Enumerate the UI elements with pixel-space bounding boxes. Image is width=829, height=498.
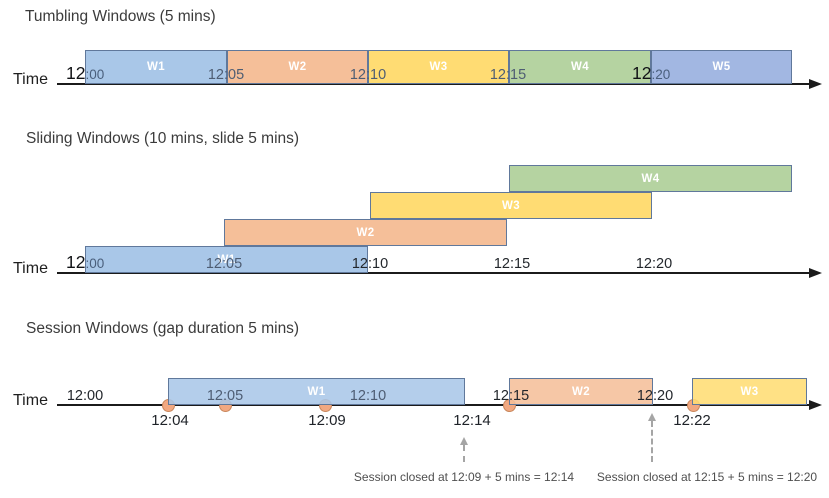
tumbling-time-axis — [57, 83, 810, 86]
session-axis-arrowhead-icon — [809, 399, 822, 410]
tumbling-window-bar-w3: W3 — [368, 50, 509, 84]
session-note-arrow-icon — [647, 413, 657, 462]
tumbling-window-label: W3 — [429, 61, 448, 73]
tick-minutes: :00 — [85, 255, 105, 271]
sliding-tick-label: 12:05 — [205, 255, 243, 272]
session-window-label: W1 — [307, 385, 326, 398]
session-time-axis — [57, 404, 810, 407]
session-event-time-label: 12:14 — [453, 412, 491, 429]
sliding-time-axis — [57, 272, 810, 275]
session-window-bar-w3: W3 — [692, 378, 807, 405]
session-window-bar-w2: W2 — [509, 378, 653, 405]
session-event-time-label: 12:04 — [151, 412, 189, 429]
tick-hour: 12 — [66, 62, 86, 83]
session-event-time-label: 12:22 — [673, 412, 711, 429]
session-window-bar-w1: W1 — [168, 378, 465, 405]
tumbling-tick-label: 12:00 — [66, 62, 105, 83]
tumbling-tick-label: 12:20 — [632, 62, 671, 83]
session-window-label: W2 — [571, 385, 591, 398]
tumbling-window-bar-w2: W2 — [227, 50, 368, 84]
session-tick-label: 12:05 — [206, 387, 244, 404]
tumbling-time-axis-label: Time — [13, 71, 48, 88]
tumbling-title: Tumbling Windows (5 mins) — [25, 8, 216, 25]
sliding-window-label: W2 — [356, 226, 375, 239]
tick-minutes: :00 — [85, 66, 105, 82]
tumbling-tick-label: 12:15 — [489, 66, 527, 83]
session-event-time-label: 12:09 — [308, 412, 346, 429]
dashed-arrowhead-icon — [459, 437, 468, 445]
tumbling-tick-label: 12:05 — [207, 66, 245, 83]
session-time-axis-label: Time — [13, 392, 48, 409]
session-tick-label: 12:10 — [349, 387, 387, 404]
session-tick-label: 12:00 — [66, 387, 104, 404]
session-tick-label: 12:15 — [492, 387, 530, 404]
tumbling-window-bar-w5: W5 — [651, 50, 792, 84]
tumbling-window-label: W1 — [146, 61, 166, 73]
sliding-tick-label: 12:20 — [635, 255, 673, 272]
tick-hour: 12 — [632, 62, 652, 83]
tumbling-tick-label: 12:10 — [349, 66, 387, 83]
tumbling-window-bar-w1: W1 — [85, 50, 227, 84]
tumbling-window-bar-w4: W4 — [509, 50, 651, 84]
sliding-window-label: W1 — [217, 253, 236, 266]
dashed-arrow-stem — [462, 445, 465, 462]
tumbling-axis-arrowhead-icon — [809, 78, 822, 89]
tumbling-window-label: W5 — [712, 61, 731, 73]
sliding-tick-label: 12:15 — [493, 255, 531, 272]
sliding-window-label: W3 — [501, 199, 521, 212]
session-note-arrow-icon — [459, 437, 469, 462]
sliding-window-bar-w2: W2 — [224, 219, 507, 246]
sliding-axis-arrowhead-icon — [809, 267, 822, 278]
sliding-time-axis-label: Time — [13, 260, 48, 277]
sliding-window-bar-w1: W1 — [85, 246, 368, 273]
session-window-label: W3 — [740, 385, 759, 398]
sliding-window-bar-w4: W4 — [509, 165, 792, 192]
tumbling-window-label: W2 — [288, 61, 307, 73]
tick-hour: 12 — [66, 251, 86, 272]
sliding-title: Sliding Windows (10 mins, slide 5 mins) — [26, 130, 300, 147]
dashed-arrow-stem — [650, 421, 653, 462]
sliding-tick-label: 12:00 — [66, 251, 105, 272]
session-close-annotation: Session closed at 12:09 + 5 mins = 12:14 — [353, 470, 575, 484]
tumbling-window-label: W4 — [570, 61, 590, 73]
dashed-arrowhead-icon — [647, 413, 656, 421]
session-tick-label: 12:20 — [636, 387, 674, 404]
sliding-tick-label: 12:10 — [351, 255, 389, 272]
session-title: Session Windows (gap duration 5 mins) — [26, 320, 300, 337]
sliding-window-label: W4 — [641, 172, 660, 185]
tick-minutes: :20 — [651, 66, 671, 82]
session-close-annotation: Session closed at 12:15 + 5 mins = 12:20 — [596, 470, 818, 484]
sliding-window-bar-w3: W3 — [370, 192, 652, 219]
